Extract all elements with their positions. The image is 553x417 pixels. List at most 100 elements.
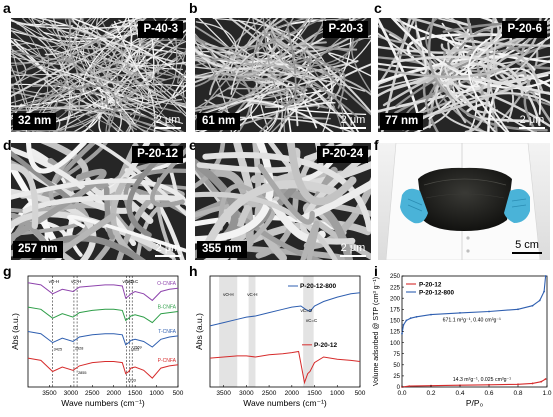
vibration-label: νC-H [71,279,81,284]
scale-bar-label: 2 μm [519,114,545,126]
plot-frame [209,275,361,388]
peak-value-label: 1625 [131,348,139,352]
fiber-strand [414,24,427,75]
fiber-strand [11,163,39,229]
fiber-strand [492,36,548,81]
fiber-strand [228,18,355,132]
shaded-region [303,276,314,387]
shaded-region [219,276,238,387]
aerogel-photo: 5 cm [378,143,550,260]
fiber-strand [139,44,186,53]
fiber-strand [195,69,366,92]
y-tick-label: 50 [393,363,400,369]
fiber-strand [99,18,167,49]
y-axis-label: Abs (a.u.) [10,313,20,350]
fiber-strand [263,110,278,132]
fiber-strand [127,41,186,67]
fiber-strand [195,86,345,132]
fiber-strand [65,18,119,40]
fiber-strand [71,110,125,132]
sample-label: P-20-6 [502,21,547,38]
fiber-strand [390,18,550,64]
vibration-label: νC=O [122,279,134,284]
x-axis-label: Wave numbers (cm⁻¹) [61,398,145,408]
fiber-strand [68,18,173,132]
fiber-strand [391,55,524,97]
fiber-strand [195,191,338,260]
fiber-strand [300,220,320,260]
y-tick-label: 75 [393,352,400,358]
scale-bar: 2 μm [519,114,545,129]
series-label: O-CNFA [157,281,177,287]
fiber-strand [218,63,328,83]
fiber-strand [11,53,27,87]
ftir-chart-h: P-20-12-800 P-20-12 νO-H νC-H νC=O νC=C 3500 30… [186,270,366,417]
fiber-strand [11,146,137,247]
data-point [459,311,461,314]
panel-letter-d: d [3,137,12,153]
fiber-diameter-label: 257 nm [13,241,63,258]
vibration-label: νO-H [223,292,234,297]
x-tick-label: 1000 [149,390,164,397]
fiber-strand [177,48,186,84]
vibration-label: νO-H [49,279,60,284]
fiber-strand [72,18,141,132]
data-point [430,313,432,316]
fiber-strand [119,33,178,93]
bet-annotation: 14.3 m²g⁻¹, 0.025 cm³g⁻¹ [453,377,512,383]
data-point [531,382,534,385]
fiber-strand [196,157,302,173]
scale-bar-label: 2 μm [155,114,181,126]
fiber-strand [202,152,371,232]
panel-letter-i: i [374,263,378,279]
y-tick-label: 0 [397,385,401,391]
scale-bar: 2 μm [340,114,366,129]
peak-value-label: 2928 [75,346,83,350]
fiber-strand [454,33,550,48]
peak-value-label: 3425 [54,348,62,352]
scale-bar: 2 μm [155,242,181,257]
scale-bar-label: 2 μm [340,242,366,254]
x-tick-label: 1500 [128,390,143,397]
y-tick-label: 150 [390,319,401,325]
x-tick-label: 0.8 [513,390,522,397]
scale-bar-label: 5 cm [515,239,539,251]
data-point [405,319,408,322]
series-label: T-CNFA [158,329,176,335]
fiber-strand [90,23,164,132]
fiber-strand [58,50,186,85]
fiber-strand [195,34,204,50]
fiber-strand [33,18,163,96]
data-point [409,317,412,320]
series-label: B-CNFA [158,305,177,311]
x-tick-label: 3000 [64,390,79,397]
fiber-strand [425,29,491,103]
panel-letter-a: a [3,0,11,16]
fiber-strand [204,180,338,247]
data-point [488,383,490,386]
x-tick-label: 2500 [85,390,100,397]
data-point [517,308,519,311]
data-point [402,323,405,326]
ftir-chart-g: O-CNFA B-CNFA T-CNFA P-CNFA 3425 2928 2855 1703… [0,270,184,417]
fiber-strand [294,18,353,21]
vibration-label: νC=O [300,308,312,313]
fiber-strand [195,42,320,109]
fiber-strand [93,143,186,217]
panel-letter-g: g [3,263,12,279]
y-tick-label: 250 [390,274,401,280]
fiber-strand [441,34,550,59]
fiber-strand [274,18,326,82]
series-line [27,306,179,324]
data-point [544,275,547,277]
fiber-strand [195,21,237,74]
data-point [488,310,490,313]
x-tick-label: 0.4 [455,390,464,397]
x-tick-label: 1.0 [542,390,551,397]
fiber-strand [33,106,131,132]
fiber-diameter-label: 77 nm [380,113,424,130]
x-tick-label: 500 [173,390,184,397]
series-line [27,282,179,302]
fiber-texture [11,143,186,260]
bet-isotherm-chart-i: P-20-12 P-20-12-800 671.1 m²g⁻¹, 0.40 cm³g… [368,270,553,417]
